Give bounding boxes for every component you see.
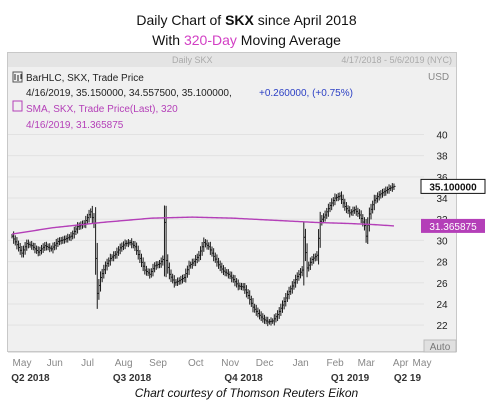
sma-line [11,216,395,235]
x-month-label: Aug [115,358,133,369]
chart-footer: Chart courtesy of Thomson Reuters Eikon [134,386,359,400]
legend: BarHLC, SKX, Trade Price 4/16/2019, 35.1… [12,71,353,131]
y-tick-label: 26 [436,279,448,290]
chart-title-line1: Daily Chart of SKX since April 2018 [0,12,493,28]
title-prefix: Daily Chart of [136,12,226,28]
y-tick-label: 28 [436,258,448,269]
legend-price-series: BarHLC, SKX, Trade Price [26,73,144,84]
title-ticker: SKX [225,12,254,28]
x-quarter-label: Q1 2019 [331,373,370,384]
title-suffix: since April 2018 [253,12,357,28]
x-month-label: Dec [256,358,274,369]
subtitle-prefix: With [152,32,184,48]
sma-tag [421,218,485,233]
y-tick-label: 22 [436,321,448,332]
legend-price-icon [12,71,23,83]
currency-label: USD [428,72,449,83]
x-month-label: Jun [47,358,63,369]
x-month-label: Jul [81,358,94,369]
legend-price-change: +0.260000, (+0.75%) [259,88,353,99]
x-month-label: Apr [393,358,409,369]
x-axis: May Jun Jul Aug Sep Oct Nov Dec Jan Feb Mar Apr May Q… [8,351,456,384]
price-bars [11,183,396,327]
chart-header-band [8,53,456,67]
x-quarter-label: Q2 19 [394,373,422,384]
y-tick-label: 36 [436,173,448,184]
x-month-label: Nov [221,358,239,369]
x-month-label: Feb [326,358,344,369]
y-tick-label: 34 [436,194,448,205]
last-price-tag [420,178,486,194]
chart-header-left: Daily SKX [172,55,213,65]
y-tick-label: 30 [436,236,448,247]
sma-tag-label: 31.365875 [429,222,477,233]
subtitle-accent: 320-Day [183,32,237,48]
legend-sma-series: SMA, SKX, Trade Price(Last), 320 [26,104,178,115]
auto-scale-button[interactable] [423,339,457,353]
value-tags: 35.100000 31.365875 [420,178,486,233]
y-tick-label: 38 [436,152,448,163]
legend-sma-icon [12,100,23,112]
x-quarter-label: Q2 2018 [11,373,50,384]
x-quarter-label: Q3 2018 [113,373,152,384]
x-month-label: Mar [358,358,376,369]
x-month-label: May [413,358,432,369]
subtitle-suffix: Moving Average [236,32,341,48]
legend-bar-glyph [14,74,22,81]
auto-scale-label: Auto [430,342,451,353]
x-month-label: Jan [293,358,309,369]
x-quarter-label: Q4 2018 [224,373,263,384]
gridlines [8,133,424,326]
x-month-label: May [13,358,32,369]
legend-sma-values: 4/16/2019, 31.365875 [26,120,124,131]
chart-header-right: 4/17/2018 - 5/6/2019 (NYC) [341,55,452,65]
legend-price-values: 4/16/2019, 35.150000, 34.557500, 35.1000… [26,88,232,99]
chart-title-line2: With 320-Day Moving Average [0,32,493,48]
x-month-label: Sep [149,358,167,369]
y-tick-label: 24 [436,300,448,311]
y-tick-label: 40 [436,130,448,141]
last-price-tag-label: 35.100000 [429,182,477,193]
x-month-label: Oct [188,358,204,369]
